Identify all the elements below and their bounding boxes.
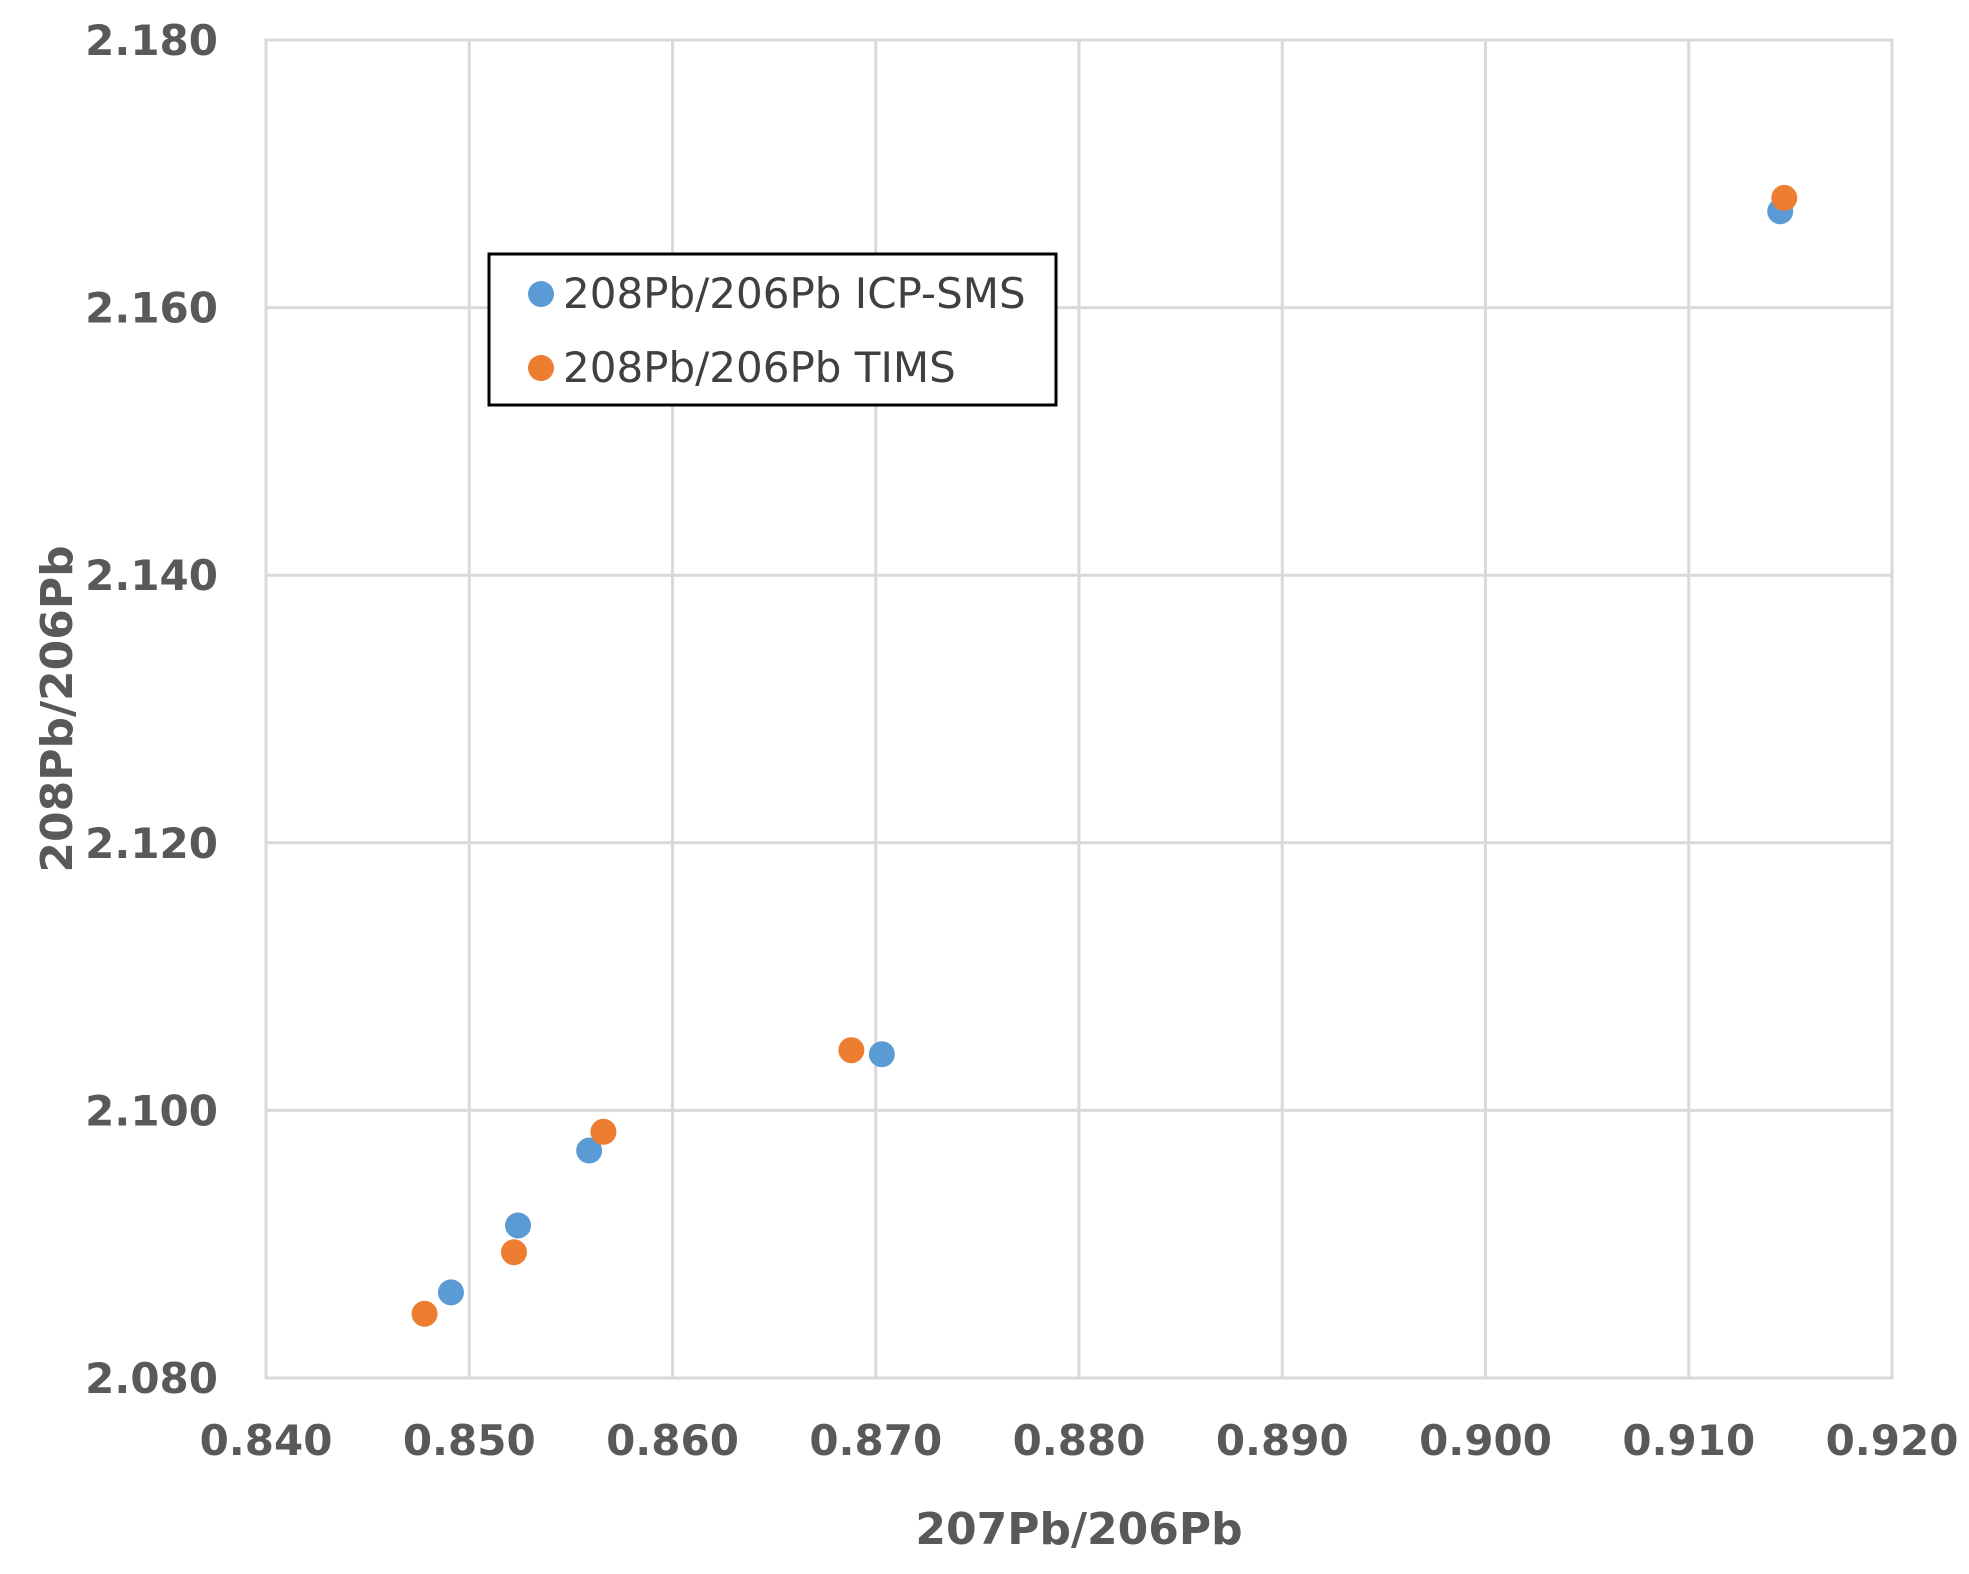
y-tick-label: 2.080: [85, 1354, 218, 1403]
tims-data-point: [1771, 184, 1798, 211]
x-tick-label: 0.870: [809, 1416, 942, 1465]
icp-sms-data-point: [505, 1212, 532, 1239]
x-tick-label: 0.850: [403, 1416, 536, 1465]
tims-data-point: [500, 1239, 527, 1266]
plot-area-frame: [264, 38, 1894, 1380]
y-tick-label: 2.180: [85, 16, 218, 65]
legend-label-icp-sms: 208Pb/206Pb ICP-SMS: [563, 269, 1026, 318]
x-tick-label: 0.890: [1216, 1416, 1349, 1465]
gridlines: [264, 38, 1894, 1380]
tims-data-point: [411, 1300, 438, 1327]
icp-sms-data-point: [576, 1137, 603, 1164]
x-tick-label: 0.900: [1419, 1416, 1552, 1465]
x-tick-label: 0.920: [1826, 1416, 1959, 1465]
tims-data-point: [838, 1037, 865, 1064]
y-tick-label: 2.160: [85, 284, 218, 333]
tims-data-point: [590, 1118, 617, 1145]
y-axis-title: 208Pb/206Pb: [32, 545, 83, 872]
legend-box: [487, 252, 1058, 407]
legend-marker-tims: [528, 355, 554, 381]
x-axis-title: 207Pb/206Pb: [915, 1504, 1242, 1555]
icp-sms-data-point: [868, 1041, 895, 1068]
x-tick-label: 0.860: [606, 1416, 739, 1465]
icp-sms-data-point: [437, 1279, 464, 1306]
x-tick-label: 0.840: [200, 1416, 333, 1465]
y-tick-label: 2.100: [85, 1086, 218, 1135]
x-tick-label: 0.880: [1013, 1416, 1146, 1465]
data-points: [411, 184, 1798, 1327]
axes: [264, 38, 1894, 1380]
y-tick-label: 2.140: [85, 551, 218, 600]
legend-marker-icp-sms: [528, 281, 554, 307]
legend: 208Pb/206Pb ICP-SMS 208Pb/206Pb TIMS: [487, 252, 1058, 407]
y-tick-label: 2.120: [85, 819, 218, 868]
legend-label-tims: 208Pb/206Pb TIMS: [563, 343, 956, 392]
tick-labels: 0.840 0.850 0.860 0.870 0.880 0.890 0.900 0.910…: [85, 16, 1958, 1465]
x-tick-label: 0.910: [1622, 1416, 1755, 1465]
